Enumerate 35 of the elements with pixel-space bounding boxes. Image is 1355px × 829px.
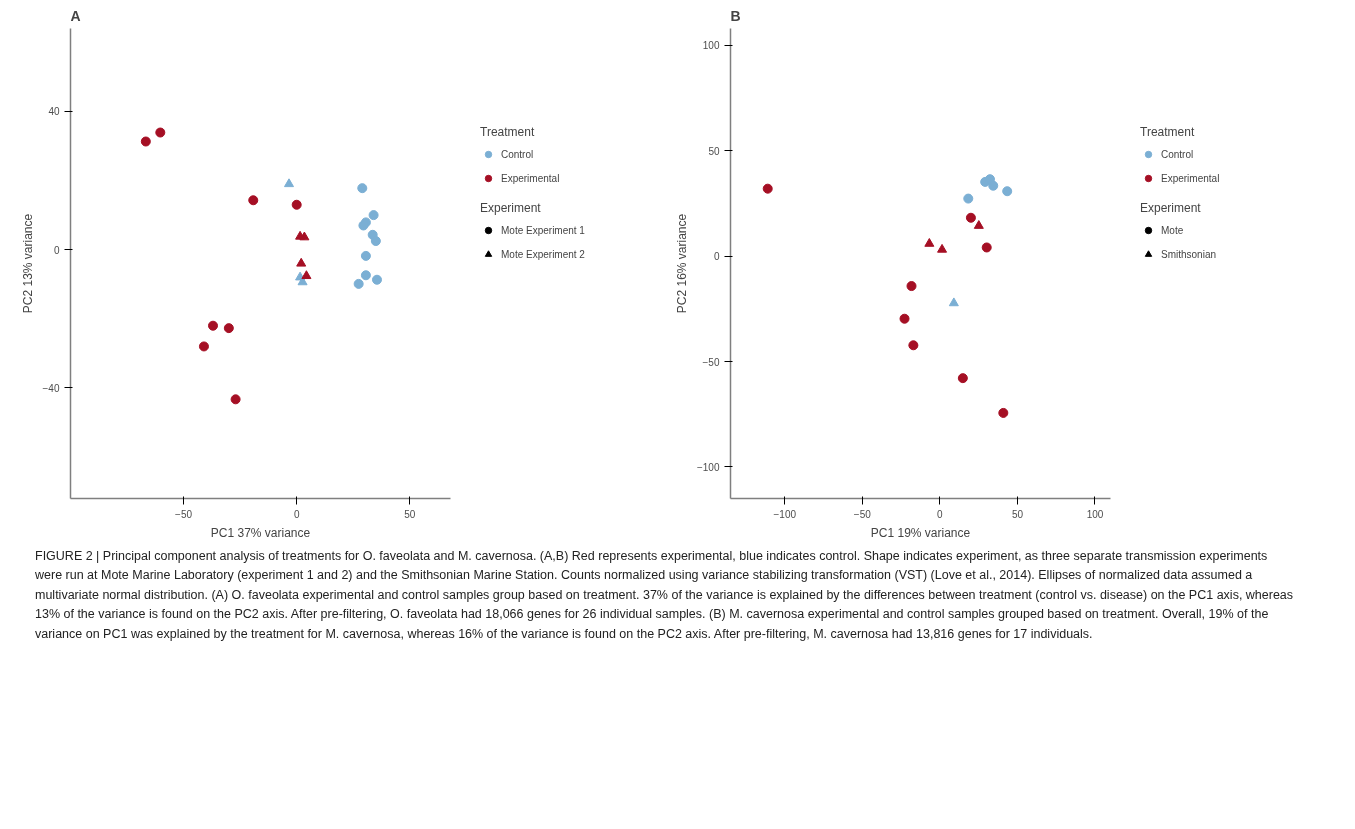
y-tick-label: −40 bbox=[42, 382, 60, 394]
y-tick-label: −100 bbox=[696, 461, 720, 473]
text: Experiment bbox=[480, 201, 541, 215]
legend-label: Experimental bbox=[1161, 171, 1220, 186]
legend-label: Control bbox=[1161, 147, 1194, 162]
x-tick-label: 0 bbox=[937, 508, 944, 520]
chart-title: B bbox=[730, 7, 741, 24]
legend-label: Control bbox=[501, 147, 534, 162]
y-tick-label: 0 bbox=[713, 251, 720, 263]
x-axis-title: PC1 37% variance bbox=[210, 525, 311, 540]
x-tick-label: 50 bbox=[1011, 508, 1024, 520]
legend-label: Mote Experiment 1 bbox=[501, 223, 585, 238]
x-tick-label: −100 bbox=[773, 508, 797, 520]
text: Experiment bbox=[1140, 201, 1201, 215]
text: Treatment bbox=[1140, 125, 1195, 139]
x-tick-label: 0 bbox=[293, 508, 300, 520]
legend-label: Experimental bbox=[501, 171, 560, 186]
y-axis-title: PC2 16% variance bbox=[674, 213, 689, 314]
y-tick-label: −50 bbox=[702, 356, 720, 368]
y-tick-label: 40 bbox=[48, 106, 60, 118]
y-tick-label: 0 bbox=[53, 244, 60, 256]
x-tick-label: −50 bbox=[853, 508, 872, 520]
x-tick-label: 100 bbox=[1086, 508, 1104, 520]
legend-label: Smithsonian bbox=[1161, 247, 1217, 262]
legend-label: Mote Experiment 2 bbox=[501, 247, 585, 262]
text: Treatment bbox=[480, 125, 535, 139]
y-tick-label: 50 bbox=[708, 145, 720, 157]
y-axis-title: PC2 13% variance bbox=[20, 213, 35, 314]
x-tick-label: −50 bbox=[175, 508, 193, 520]
x-axis-title: PC1 19% variance bbox=[870, 525, 971, 540]
legend-label: Mote bbox=[1161, 223, 1184, 238]
caption: FIGURE 2 | Principal component analysis of treatments for O. faveolata and M. cavernosa. (A,B) Red represents experimental, blue indicates control. Shape indicates experiment, as three separate transmission experiments were run at Mote Marine Laboratory (experiment 1 and 2) and the Smithsonian Marine Station. Counts normalized using variance stabilizing transformation (VST) (Love et al., 2014). Ellipses of normalized data assumed a multivariate normal distribution. (A) O. faveolata experimental and control samples group based on treatment. 37% of the variance is explained by the differences between treatment (control vs. disease) on the PC1 axis, whereas 13% of the variance is found on the PC2 axis. After pre-filtering, O. faveolata had 18,066 genes for 26 individual samples. (B) M. cavernosa experimental and control samples grouped based on treatment. Overall, 19% of the variance on PC1 was explained by the treatment for M. cavernosa, whereas 16% of the variance is found on the PC2 axis. After pre-filtering, M. cavernosa had 13,816 genes for 17 individuals. bbox=[35, 548, 1295, 643]
x-tick-label: 50 bbox=[404, 508, 416, 520]
y-tick-label: 100 bbox=[702, 40, 720, 52]
chart-title: A bbox=[70, 7, 81, 24]
